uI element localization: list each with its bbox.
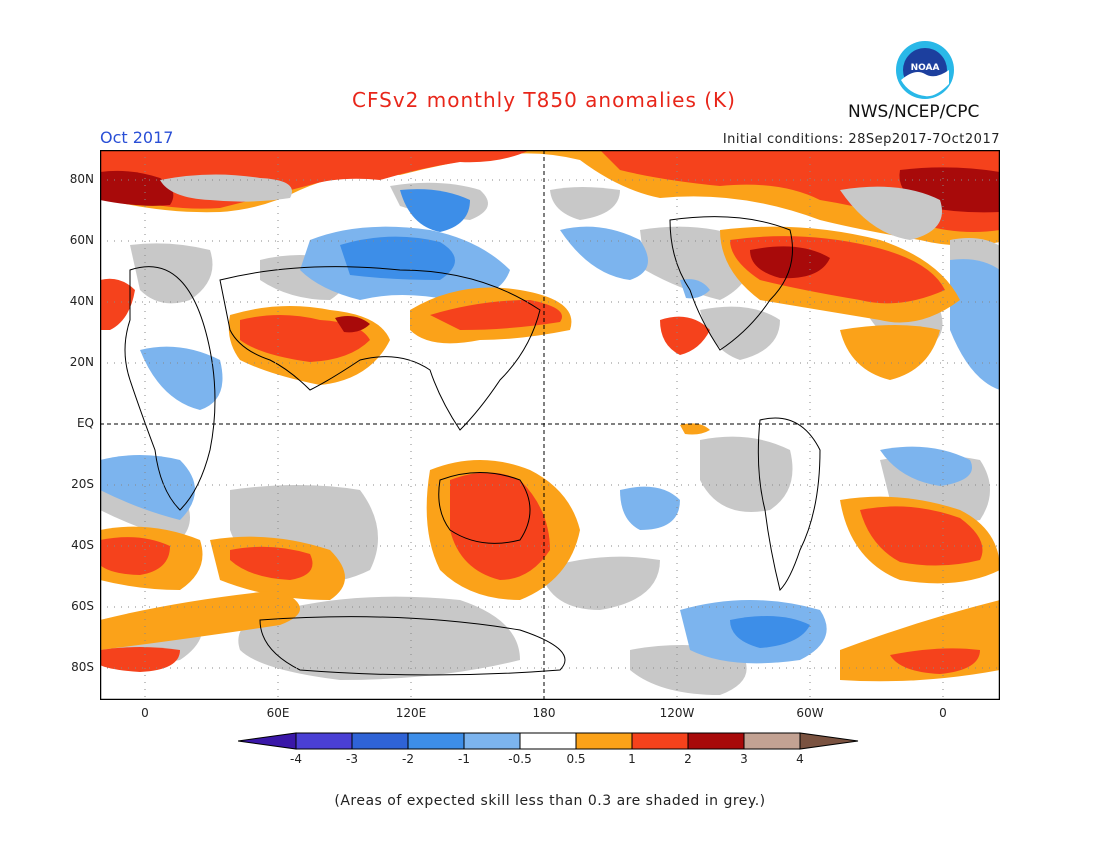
map-title: CFSv2 monthly T850 anomalies (K) (352, 88, 736, 112)
graticule (100, 150, 1000, 700)
colorbar-label: 2 (684, 752, 692, 766)
colorbar-box (687, 732, 745, 750)
lat-label: EQ (76, 416, 94, 430)
colorbar-box (407, 732, 465, 750)
warm-anomaly-regions (100, 226, 1000, 682)
colorbar-arrow-low (238, 732, 297, 750)
colorbar-box (575, 732, 633, 750)
cool-anomaly-regions (100, 189, 1000, 664)
colorbar-box (743, 732, 801, 750)
colorbar-box (631, 732, 689, 750)
map-frame (100, 150, 1000, 700)
colorbar (238, 732, 859, 750)
skill-note: (Areas of expected skill less than 0.3 a… (334, 793, 766, 809)
lon-label: 120E (395, 706, 427, 720)
colorbar-label: 3 (740, 752, 748, 766)
lat-label: 80N (69, 172, 94, 186)
anomaly-map (100, 150, 1000, 700)
lat-label: 80S (71, 660, 94, 674)
colorbar-box (463, 732, 521, 750)
colorbar-box (295, 732, 353, 750)
lat-label: 40S (71, 538, 94, 552)
colorbar-box (519, 732, 577, 750)
lon-label: 60W (796, 706, 824, 720)
logo-text: NOAA (911, 63, 940, 73)
noaa-logo: NOAA (896, 41, 954, 99)
colorbar-label: 1 (628, 752, 636, 766)
lon-label: 120W (659, 706, 695, 720)
lon-label: 0 (141, 706, 149, 720)
lon-label: 60E (266, 706, 290, 720)
coastlines (124, 216, 821, 676)
colorbar-label: -3 (346, 752, 358, 766)
colorbar-box (351, 732, 409, 750)
lat-label: 60N (69, 233, 94, 247)
lat-label: 20S (71, 477, 94, 491)
colorbar-label: -4 (290, 752, 302, 766)
colorbar-label: -2 (402, 752, 414, 766)
colorbar-label: -0.5 (508, 752, 532, 766)
colorbar-arrow-high (799, 732, 859, 750)
lat-label: 60S (71, 599, 94, 613)
lat-label: 40N (69, 294, 94, 308)
colorbar-label: -1 (458, 752, 470, 766)
lon-label: 180 (532, 706, 556, 720)
colorbar-label: 4 (796, 752, 804, 766)
initial-conditions: Initial conditions: 28Sep2017-7Oct2017 (722, 132, 1000, 147)
forecast-month: Oct 2017 (100, 128, 174, 147)
colorbar-label: 0.5 (566, 752, 586, 766)
lat-label: 20N (69, 355, 94, 369)
agency-label: NWS/NCEP/CPC (848, 102, 980, 122)
lon-label: 0 (939, 706, 947, 720)
